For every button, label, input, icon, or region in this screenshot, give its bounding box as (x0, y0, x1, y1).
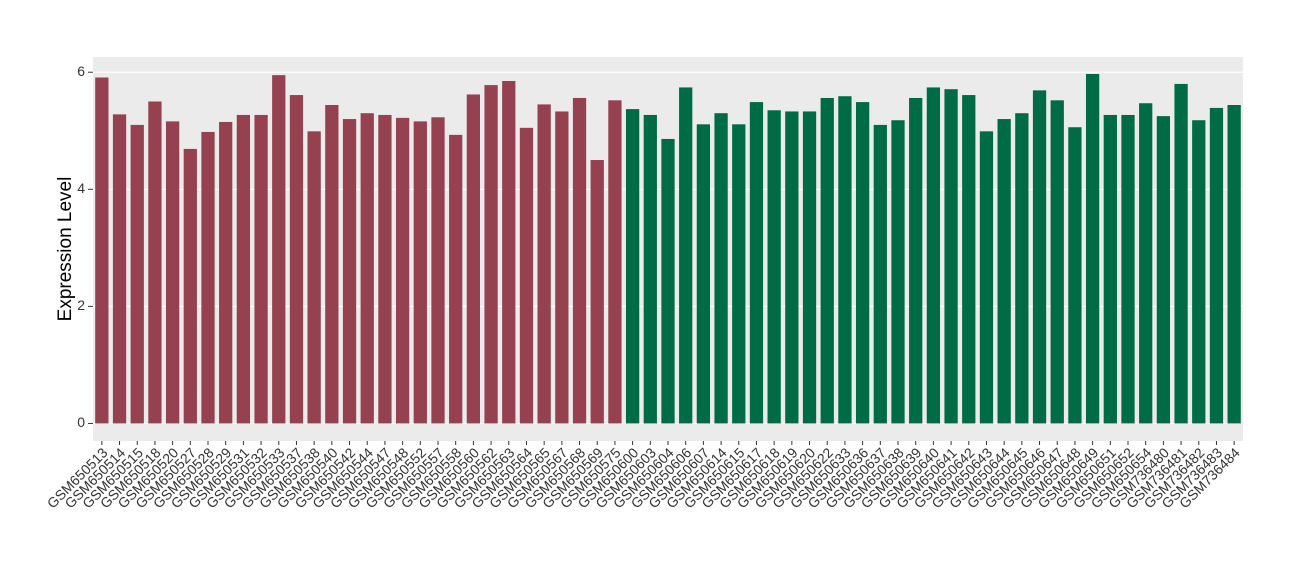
bar (148, 101, 162, 424)
bar (130, 124, 144, 424)
bar (997, 119, 1011, 424)
bar (378, 114, 392, 424)
bar (679, 87, 693, 424)
bar (413, 121, 427, 424)
y-axis-title: Expression Level (55, 177, 76, 322)
bar (1139, 103, 1153, 424)
bar (909, 97, 923, 424)
bar (1050, 100, 1064, 424)
bar (855, 102, 870, 424)
bar (962, 95, 976, 424)
bar (519, 127, 534, 424)
bar (165, 121, 180, 424)
bar (979, 131, 994, 424)
bar (802, 111, 817, 424)
bar (183, 148, 197, 424)
bar (1103, 114, 1117, 424)
bar (555, 111, 569, 424)
bar (749, 102, 764, 424)
bar (643, 114, 657, 424)
bar (1156, 116, 1171, 424)
bar (1032, 90, 1047, 424)
bar (608, 100, 622, 424)
bar (838, 96, 852, 424)
bar (1015, 113, 1029, 424)
bar (272, 75, 286, 424)
bar (1192, 120, 1206, 424)
y-tick-label: 0 (77, 414, 85, 430)
bar (944, 89, 958, 424)
bar (1209, 107, 1224, 424)
bar (395, 117, 410, 424)
bar (112, 114, 127, 424)
bar (325, 105, 339, 424)
bar (289, 95, 304, 424)
bar (661, 138, 675, 424)
bar (820, 97, 834, 424)
y-tick-label: 2 (77, 297, 85, 313)
bar (785, 111, 799, 424)
bar (590, 160, 604, 424)
bar (502, 81, 516, 424)
bar (714, 113, 728, 424)
bar (307, 131, 321, 424)
bar (236, 114, 251, 424)
bar (484, 85, 498, 424)
bar (572, 97, 587, 424)
bar (732, 124, 746, 424)
bar (449, 134, 463, 424)
bar (466, 94, 481, 424)
bar (1068, 127, 1082, 424)
bar (431, 117, 445, 424)
bar (537, 104, 551, 424)
bar (1227, 105, 1241, 424)
bar (926, 87, 941, 424)
bar (342, 119, 357, 424)
bar (1085, 73, 1100, 424)
bar (1174, 83, 1188, 424)
bar (95, 77, 109, 424)
bar (1121, 114, 1135, 424)
y-tick-label: 6 (77, 63, 85, 79)
bar (696, 124, 711, 424)
bar (625, 109, 640, 424)
bar (873, 124, 887, 424)
bar (891, 120, 905, 424)
bar (219, 121, 233, 424)
bar (767, 110, 781, 424)
bar (201, 131, 215, 424)
bar (360, 113, 374, 424)
y-tick-label: 4 (77, 180, 85, 196)
bar (254, 114, 268, 424)
